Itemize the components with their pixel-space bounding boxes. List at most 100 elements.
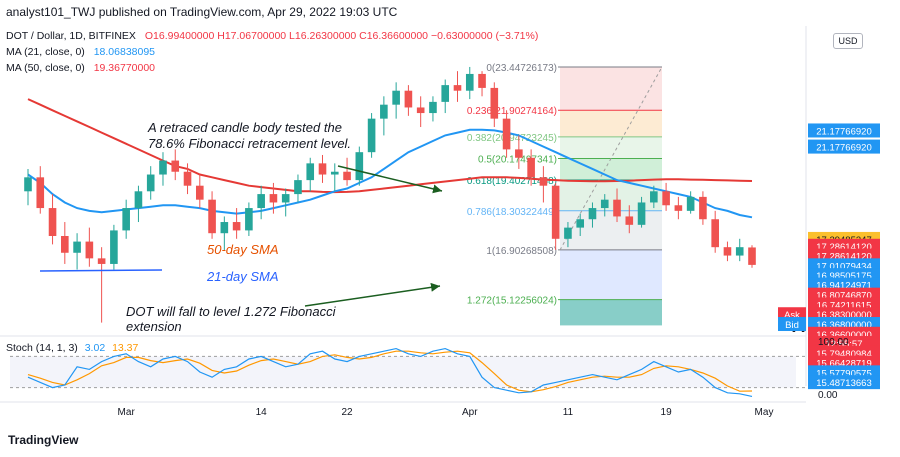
- candle-body: [110, 230, 118, 264]
- candle-body: [723, 247, 732, 256]
- candle-body: [281, 194, 290, 203]
- candle-body: [36, 177, 45, 209]
- fib-zone: [560, 67, 662, 111]
- currency-button[interactable]: USD: [833, 33, 863, 49]
- chart-legend: DOT / Dollar, 1D, BITFINEX O16.99400000 …: [6, 28, 538, 76]
- candle-body: [380, 104, 388, 119]
- stoch-axis-label: 100.00: [818, 337, 849, 348]
- candle-body: [576, 219, 585, 228]
- time-tick-label: 19: [661, 407, 673, 418]
- price-label: 16.98505175: [816, 271, 871, 282]
- price-tag-bg: [778, 317, 806, 332]
- candle-body: [650, 191, 658, 203]
- candle-body: [97, 258, 106, 264]
- candle-body: [490, 87, 499, 119]
- price-tag: Ask: [784, 310, 800, 321]
- fib-level-label: 1(16.90268508): [486, 246, 557, 257]
- price-label: 17.28614120: [816, 242, 871, 253]
- candle-body: [159, 160, 167, 175]
- stoch-k-value: 3.02: [84, 342, 106, 354]
- candle-body: [355, 152, 364, 181]
- candle-body: [539, 177, 548, 186]
- publish-header: analyst101_TWJ published on TradingView.…: [0, 0, 900, 26]
- candle-body: [245, 208, 253, 231]
- fib-zone: [560, 249, 662, 300]
- ma50-line: [27, 98, 753, 194]
- tradingview-logo: TradingView: [8, 433, 78, 447]
- candle-body: [453, 85, 462, 91]
- price-tag: Bid: [785, 320, 799, 331]
- annotation-arrow-2: [304, 282, 441, 307]
- time-tick-label: May: [755, 407, 774, 418]
- candle-body: [392, 90, 400, 105]
- symbol-row: DOT / Dollar, 1D, BITFINEX O16.99400000 …: [6, 28, 538, 44]
- price-label-bg: [808, 123, 880, 138]
- price-label: 17.01079434: [816, 261, 871, 272]
- time-tick-label: Mar: [118, 407, 136, 418]
- stoch-label[interactable]: Stoch (14, 1, 3): [6, 342, 78, 354]
- candle-body: [686, 196, 695, 211]
- candle-body: [478, 73, 486, 88]
- price-label-bg: [808, 139, 880, 154]
- candle-body: [171, 160, 180, 172]
- ma50-label[interactable]: MA (50, close, 0): [6, 62, 85, 74]
- candle-body: [502, 118, 511, 150]
- time-axis[interactable]: Mar 14 22 Apr 11 19 May: [0, 401, 806, 418]
- price-label: 16.36600000: [816, 330, 871, 341]
- candle-body: [343, 171, 351, 181]
- annotation-arrow-1: [337, 165, 443, 194]
- price-axis[interactable]: 21.1776692021.1776692017.2948534717.2861…: [778, 26, 880, 390]
- candle-body: [416, 107, 425, 114]
- candle-body: [429, 101, 437, 114]
- stoch-d-line: [27, 350, 753, 393]
- candle-body: [564, 227, 572, 239]
- ma50-layer: [27, 98, 753, 194]
- stoch-k-line: [27, 347, 753, 397]
- fib-level-label: 0.618(19.40271438): [467, 176, 557, 187]
- candle-body: [318, 163, 327, 175]
- fib-level-label: 0.236(21.90274164): [467, 106, 557, 117]
- candle-body: [146, 174, 155, 192]
- candle-body: [24, 177, 32, 192]
- annotation-text-3: DOT will fall to level 1.272 Fibonacci: [126, 304, 337, 319]
- candle-body: [294, 180, 302, 195]
- candle-body: [73, 241, 81, 253]
- stoch-axis-label: 0.00: [818, 390, 838, 401]
- candle-body: [588, 208, 597, 220]
- candle-body: [85, 241, 94, 259]
- candle-body: [711, 219, 719, 248]
- price-label: 21.17766920: [816, 143, 871, 154]
- candle-body: [625, 216, 634, 225]
- candle-body: [637, 202, 646, 225]
- candle-body: [61, 236, 69, 253]
- time-tick-label: 14: [256, 407, 268, 418]
- candle-body: [208, 199, 216, 234]
- candle-body: [662, 191, 670, 206]
- price-label: 15.79480984: [816, 349, 871, 360]
- stoch-d-value: 13.37: [112, 342, 139, 354]
- candle-body: [515, 149, 523, 158]
- candle-body: [220, 222, 229, 234]
- ohlc-values: O16.99400000 H17.06700000 L16.26300000 C…: [144, 30, 539, 42]
- stoch-legend: Stoch (14, 1, 3) 3.02 13.37: [6, 342, 138, 354]
- fibonacci-retracement[interactable]: 0(23.44726173) 0.236(21.90274164) 0.382(20…: [467, 63, 663, 326]
- candle-body: [232, 222, 241, 231]
- price-label: 15.57790575: [816, 368, 871, 379]
- fib-zone: [560, 136, 662, 159]
- price-chart[interactable]: 0(23.44726173) 0.236(21.90274164) 0.382(20…: [0, 26, 900, 431]
- fib-zone: [560, 210, 662, 250]
- annotation-50sma: 50-day SMA: [207, 242, 279, 257]
- candles-layer: [24, 66, 756, 323]
- price-label: 16.36800000: [816, 320, 871, 331]
- candle-body: [613, 199, 621, 217]
- candle-body: [465, 73, 474, 91]
- ma21-label[interactable]: MA (21, close, 0): [6, 46, 85, 58]
- annotation-21sma: 21-day SMA: [206, 269, 279, 284]
- ma50-row: MA (50, close, 0) 19.36770000: [6, 60, 538, 76]
- price-label: 16.74211615: [817, 300, 872, 311]
- symbol-label[interactable]: DOT / Dollar, 1D, BITFINEX: [6, 30, 136, 42]
- candle-body: [551, 185, 560, 239]
- stochastic-panel: 100.00 0.00: [0, 335, 849, 401]
- price-label: 12:55:57: [826, 339, 863, 350]
- candle-body: [183, 171, 192, 186]
